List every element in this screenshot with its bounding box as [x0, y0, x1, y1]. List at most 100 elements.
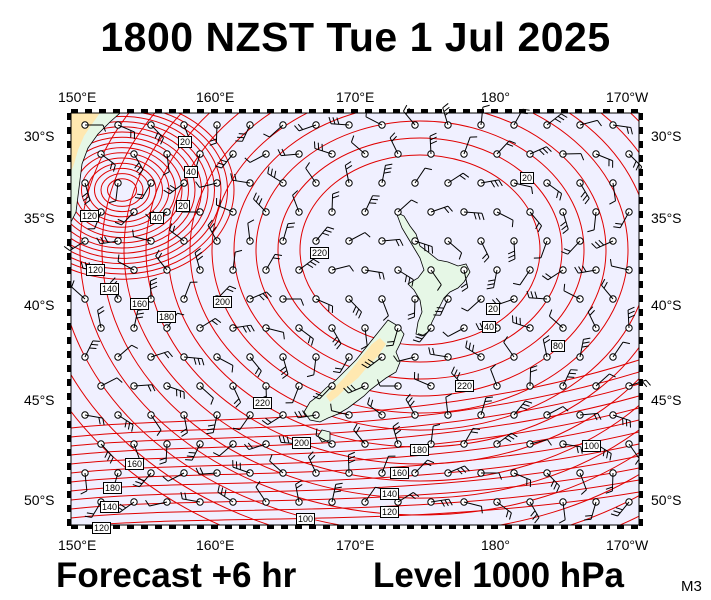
wind-barb: [232, 460, 254, 477]
wind-barb: [312, 382, 336, 400]
wind-barb: [135, 179, 155, 200]
frame-tick: [617, 525, 624, 529]
frame-tick: [533, 109, 540, 113]
wind-barb: [503, 336, 518, 361]
contour-line: [71, 141, 183, 239]
contour-value-label: 20: [486, 303, 501, 315]
wind-barb: [493, 498, 512, 520]
frame-tick: [463, 109, 470, 113]
wind-barb: [591, 237, 617, 249]
contour-line: [81, 157, 164, 223]
frame-tick: [639, 435, 643, 442]
frame-tick: [477, 525, 484, 529]
wind-barb: [394, 492, 420, 506]
wind-barb: [97, 306, 105, 332]
wind-barb: [543, 406, 569, 419]
wind-barb: [196, 382, 214, 405]
frame-tick: [225, 525, 232, 529]
wind-barb: [80, 469, 89, 495]
wind-barb: [180, 353, 205, 366]
wind-barb: [609, 121, 633, 135]
frame-tick: [639, 407, 643, 414]
wind-barb: [587, 208, 600, 233]
wind-barb: [253, 192, 270, 216]
wind-barb: [180, 411, 188, 437]
wind-barb: [263, 121, 287, 138]
frame-tick: [337, 525, 344, 529]
wind-barb: [344, 161, 353, 187]
wind-barb: [163, 179, 188, 195]
frame-tick: [463, 525, 470, 529]
frame-tick: [67, 477, 71, 484]
wind-barb: [277, 148, 303, 158]
wind-barb: [261, 411, 287, 425]
frame-tick: [67, 463, 71, 470]
frame-tick: [477, 109, 484, 113]
wind-barb: [71, 280, 89, 303]
frame-tick: [197, 525, 204, 529]
wind-barb: [279, 353, 289, 379]
contour-line: [71, 113, 222, 270]
wind-barb: [145, 498, 171, 507]
frame-tick: [393, 525, 400, 529]
frame-tick: [449, 525, 456, 529]
wind-barb: [576, 119, 602, 129]
frame-tick: [435, 109, 442, 113]
contour-value-label: 140: [100, 283, 120, 295]
wind-barb: [492, 295, 518, 306]
wind-barb: [625, 379, 651, 390]
contour-line: [107, 178, 138, 202]
contour-value-label: 100: [582, 440, 602, 452]
frame-tick: [267, 109, 274, 113]
contour-line: [233, 113, 607, 397]
frame-tick: [561, 109, 568, 113]
wind-barb: [147, 411, 162, 436]
wind-barb: [512, 266, 534, 286]
wind-barb: [244, 440, 270, 451]
lon-label-bottom-170w: 170°W: [606, 537, 649, 553]
contour-line: [71, 371, 639, 438]
frame-tick: [67, 225, 71, 232]
frame-tick: [639, 155, 643, 162]
frame-tick: [639, 197, 643, 204]
wind-barb: [411, 459, 435, 477]
contour-line: [167, 113, 639, 448]
contour-line: [71, 479, 639, 519]
frame-tick: [267, 525, 274, 529]
wind-barb: [561, 237, 584, 255]
frame-tick: [505, 525, 512, 529]
lat-label-right-45s: 45°S: [651, 392, 682, 408]
wind-barb: [460, 498, 483, 514]
wind-barb: [96, 236, 122, 245]
wind-barb: [365, 109, 386, 129]
wind-barb: [306, 353, 320, 378]
wind-barb: [246, 291, 272, 303]
frame-tick: [295, 525, 302, 529]
wind-barb: [333, 353, 353, 374]
contour-line: [123, 113, 639, 482]
wind-barb: [378, 455, 396, 477]
contour-value-label: 40: [184, 166, 199, 178]
wind-barb: [461, 295, 485, 312]
frame-tick: [67, 169, 71, 176]
frame-tick: [631, 109, 638, 113]
wind-barb: [493, 432, 518, 448]
frame-tick: [67, 365, 71, 372]
wind-barb: [328, 324, 342, 350]
contour-line: [71, 113, 639, 525]
wind-barb: [206, 411, 221, 435]
frame-tick: [639, 337, 643, 344]
wind-barb: [486, 266, 501, 290]
contour-value-label: 140: [100, 501, 120, 513]
wind-barb: [209, 121, 221, 146]
wind-barb: [244, 150, 270, 163]
frame-tick: [639, 477, 643, 484]
wind-barb: [609, 258, 633, 274]
frame-tick: [639, 365, 643, 372]
contour-value-label: 200: [213, 296, 233, 308]
lon-label-top-180: 180°: [481, 89, 510, 105]
frame-tick: [85, 109, 92, 113]
wind-barb: [180, 281, 198, 303]
wind-barb: [576, 179, 590, 205]
wind-barb: [269, 454, 287, 477]
